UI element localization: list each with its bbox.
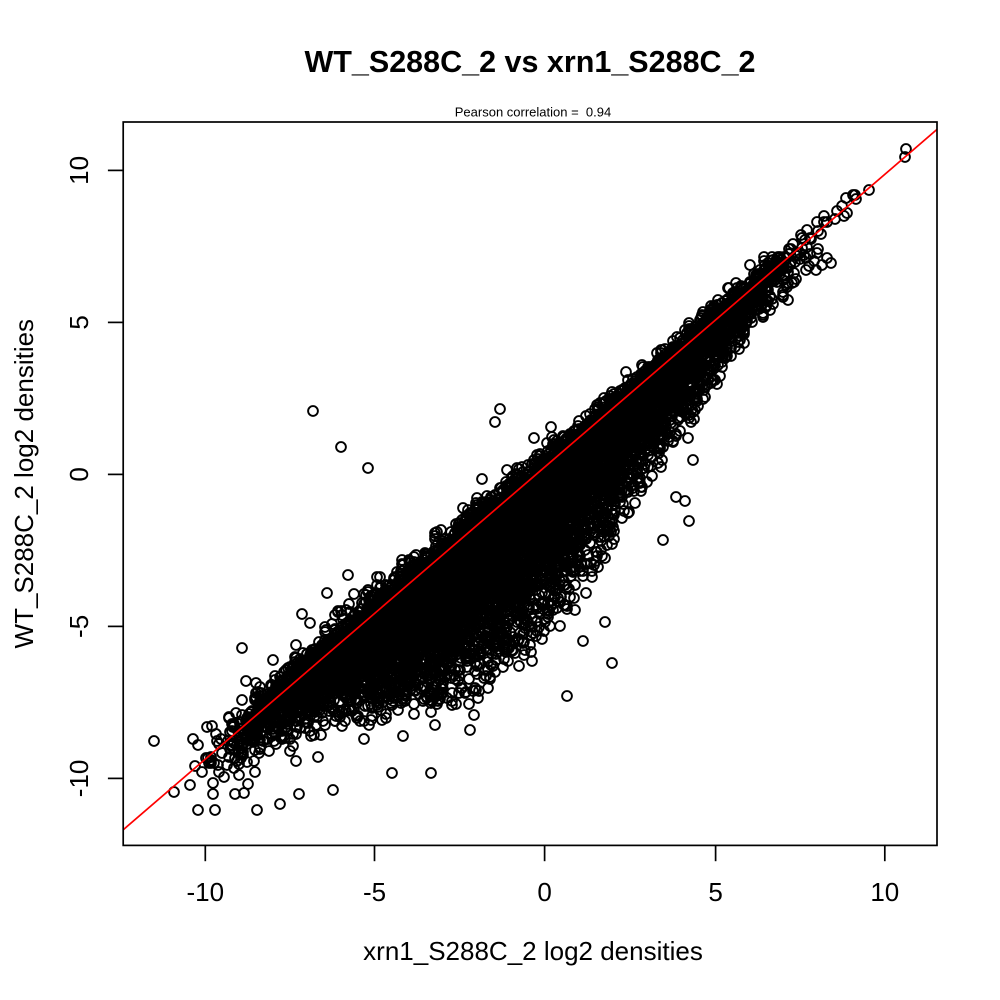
svg-text:WT_S288C_2 vs xrn1_S288C_2: WT_S288C_2 vs xrn1_S288C_2: [304, 45, 755, 79]
svg-text:Pearson correlation = 0.94: Pearson correlation = 0.94: [455, 105, 611, 120]
